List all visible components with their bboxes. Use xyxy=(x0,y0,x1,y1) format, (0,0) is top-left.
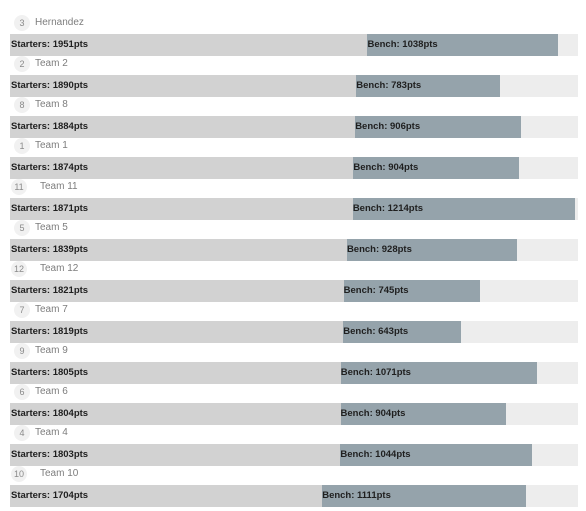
starters-label: Starters: 1804pts xyxy=(11,408,89,419)
rank-badge: 5 xyxy=(14,220,30,236)
bar-track: Starters: 1874pts Bench: 904pts xyxy=(10,157,578,179)
bar-track: Starters: 1839pts Bench: 928pts xyxy=(10,239,578,261)
bench-label: Bench: 783pts xyxy=(356,80,422,91)
bench-label: Bench: 1071pts xyxy=(340,367,411,378)
team-name: Team 1 xyxy=(35,140,68,151)
bench-label: Bench: 904pts xyxy=(340,408,406,419)
starters-bar xyxy=(10,444,341,466)
team-name: Team 11 xyxy=(40,181,78,192)
bench-bar xyxy=(355,116,522,138)
starters-bar xyxy=(10,239,347,261)
bar-track: Starters: 1951pts Bench: 1038pts xyxy=(10,34,578,56)
team-name: Team 4 xyxy=(35,427,68,438)
rank-badge: 2 xyxy=(14,56,30,72)
starters-bar xyxy=(10,157,354,179)
rank-badge: 1 xyxy=(14,138,30,154)
bar-track: Starters: 1803pts Bench: 1044pts xyxy=(10,444,578,466)
bench-label: Bench: 906pts xyxy=(355,121,421,132)
team-name: Team 10 xyxy=(40,468,79,479)
bench-bar xyxy=(343,321,462,343)
bench-bar xyxy=(367,34,558,56)
bar-track: Starters: 1890pts Bench: 783pts xyxy=(10,75,578,97)
team-name: Team 12 xyxy=(40,263,79,274)
rank-badge: 7 xyxy=(14,302,30,318)
bench-label: Bench: 904pts xyxy=(353,162,419,173)
team-name: Team 2 xyxy=(35,58,68,69)
starters-bar xyxy=(10,198,353,220)
starters-label: Starters: 1951pts xyxy=(11,39,89,50)
team-name: Team 5 xyxy=(35,222,68,233)
starters-bar xyxy=(10,403,341,425)
starters-label: Starters: 1874pts xyxy=(11,162,89,173)
bench-bar xyxy=(346,239,517,261)
bench-bar xyxy=(343,280,481,302)
bench-label: Bench: 1038pts xyxy=(367,39,438,50)
rank-badge: 9 xyxy=(14,343,30,359)
starters-label: Starters: 1704pts xyxy=(11,490,89,501)
starters-bar xyxy=(10,116,356,138)
team-name: Team 9 xyxy=(35,345,68,356)
bench-bar xyxy=(356,75,500,97)
bench-label: Bench: 928pts xyxy=(346,244,412,255)
bar-track: Starters: 1805pts Bench: 1071pts xyxy=(10,362,578,384)
starters-bar xyxy=(10,75,357,97)
starters-bar xyxy=(10,321,344,343)
bar-track: Starters: 1821pts Bench: 745pts xyxy=(10,280,578,302)
rank-badge: 11 xyxy=(11,179,27,195)
bench-bar xyxy=(340,403,507,425)
bench-bar xyxy=(340,444,532,466)
rank-badge: 12 xyxy=(11,261,28,277)
starters-label: Starters: 1821pts xyxy=(11,285,89,296)
rank-badge: 10 xyxy=(11,466,28,482)
team-name: Team 6 xyxy=(35,386,68,397)
bar-track: Starters: 1884pts Bench: 906pts xyxy=(10,116,578,138)
team-name: Team 7 xyxy=(35,304,68,315)
starters-bar xyxy=(10,34,368,56)
bench-label: Bench: 643pts xyxy=(343,326,409,337)
bench-bar xyxy=(340,362,537,384)
bench-label: Bench: 745pts xyxy=(343,285,409,296)
bench-bar xyxy=(322,485,526,507)
bench-label: Bench: 1111pts xyxy=(322,490,391,501)
bar-track: Starters: 1704pts Bench: 1111pts xyxy=(10,485,578,507)
starters-label: Starters: 1871pts xyxy=(11,203,89,214)
bar-track: Starters: 1871pts Bench: 1214pts xyxy=(10,198,578,220)
rank-badge: 3 xyxy=(14,15,30,31)
starters-label: Starters: 1884pts xyxy=(11,121,89,132)
rank-badge: 4 xyxy=(14,425,30,441)
team-name: Hernandez xyxy=(35,17,84,28)
starters-bar xyxy=(10,280,344,302)
bar-track: Starters: 1819pts Bench: 643pts xyxy=(10,321,578,343)
starters-bar xyxy=(10,485,323,507)
starters-bar xyxy=(10,362,341,384)
rank-badge: 8 xyxy=(14,97,30,113)
bench-label: Bench: 1214pts xyxy=(352,203,424,214)
starters-label: Starters: 1890pts xyxy=(11,80,89,91)
bench-bar xyxy=(352,198,576,220)
team-name: Team 8 xyxy=(35,99,68,110)
bar-track: Starters: 1804pts Bench: 904pts xyxy=(10,403,578,425)
rank-badge: 6 xyxy=(14,384,30,400)
starters-label: Starters: 1805pts xyxy=(11,367,89,378)
bench-label: Bench: 1044pts xyxy=(340,449,411,460)
starters-label: Starters: 1819pts xyxy=(11,326,89,337)
starters-label: Starters: 1839pts xyxy=(11,244,89,255)
bench-bar xyxy=(353,157,519,179)
starters-label: Starters: 1803pts xyxy=(11,449,89,460)
